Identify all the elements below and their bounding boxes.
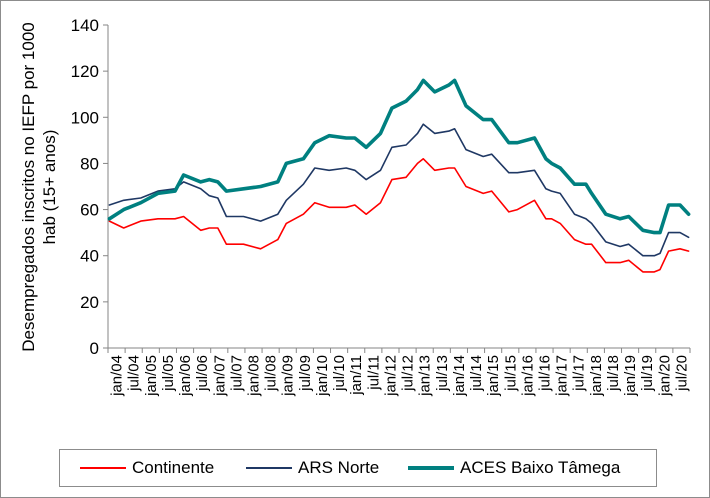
y-axis-title: Desempregados inscritos no IEFP por 1000… (19, 22, 59, 351)
x-tick-label: jan/07 (211, 355, 228, 397)
x-tick-label: jul/20 (673, 355, 690, 392)
x-tick-label: jul/08 (263, 355, 280, 392)
series-line-continente (108, 158, 690, 273)
x-tick-label: jul/19 (639, 355, 656, 392)
x-tick-label: jan/12 (382, 355, 399, 397)
legend-item-continente: Continente (80, 450, 214, 486)
x-tick-label: jul/09 (297, 355, 314, 392)
x-tick-label: jan/13 (417, 355, 434, 397)
y-axis-title-line: Desempregados inscritos no IEFP por 1000 (19, 22, 38, 351)
y-tick-label: 20 (80, 293, 99, 312)
x-tick-label: jul/13 (434, 355, 451, 392)
x-tick-label: jul/07 (228, 355, 245, 392)
x-tick-label: jul/16 (537, 355, 554, 392)
x-tick-label: jul/04 (126, 355, 143, 392)
x-tick-label: jul/18 (605, 355, 622, 392)
y-tick-label: 120 (71, 62, 99, 81)
x-tick-label: jul/12 (400, 355, 417, 392)
legend-label-aces-baixo-tamega: ACES Baixo Tâmega (460, 458, 621, 477)
x-tick-label: jul/15 (502, 355, 519, 392)
y-axis-title-line: hab (15+ anos) (40, 130, 59, 245)
x-tick-label: jan/06 (177, 355, 194, 397)
x-tick-label: jul/06 (194, 355, 211, 392)
legend-item-ars-norte: ARS Norte (246, 450, 379, 486)
x-tick-label: jul/17 (571, 355, 588, 392)
y-tick-label: 100 (71, 108, 99, 127)
y-tick-label: 80 (80, 154, 99, 173)
x-tick-label: jul/14 (468, 355, 485, 392)
x-tick-label: jan/17 (554, 355, 571, 397)
legend-label-continente: Continente (132, 458, 215, 477)
y-tick-label: 0 (90, 339, 99, 358)
x-tick-label: jul/10 (331, 355, 348, 392)
y-tick-label: 140 (71, 16, 99, 35)
x-tick-label: jan/14 (451, 355, 468, 397)
x-tick-label: jan/15 (485, 355, 502, 397)
x-tick-label: jul/05 (160, 355, 177, 392)
x-tick-label: jan/16 (519, 355, 536, 397)
x-tick-label: jan/05 (143, 355, 160, 397)
x-tick-label: jan/04 (109, 355, 126, 397)
x-axis: jan/04 jul/04 jan/05 jul/05 jan/06 jul/06 jan/… (107, 347, 691, 397)
x-tick-label: jan/08 (246, 355, 263, 397)
legend-swatch-aces-baixo-tamega (408, 466, 454, 470)
legend-item-aces-baixo-tamega: ACES Baixo Tâmega (408, 450, 620, 486)
legend-swatch-continente (80, 467, 126, 469)
x-tick-label: jan/10 (314, 355, 331, 397)
y-axis: 0 20 40 60 80 100 120 140 (71, 16, 109, 358)
series-lines (107, 78, 691, 273)
y-tick-label: 60 (80, 201, 99, 220)
series-line-ars-norte (108, 123, 690, 257)
x-tick-label: jan/19 (622, 355, 639, 397)
legend-label-ars-norte: ARS Norte (298, 458, 380, 477)
legend-swatch-ars-norte (246, 467, 292, 469)
x-tick-label: jan/18 (588, 355, 605, 397)
legend: Continente ARS Norte ACES Baixo Tâmega (59, 449, 657, 487)
series-line-aces-baixo-tamega (107, 78, 691, 235)
x-tick-label: jan/20 (656, 355, 673, 397)
y-tick-label: 40 (80, 247, 99, 266)
x-tick-label: jul/11 (365, 355, 382, 391)
x-tick-label: jan/11 (348, 355, 365, 396)
x-tick-label: jan/09 (280, 355, 297, 397)
